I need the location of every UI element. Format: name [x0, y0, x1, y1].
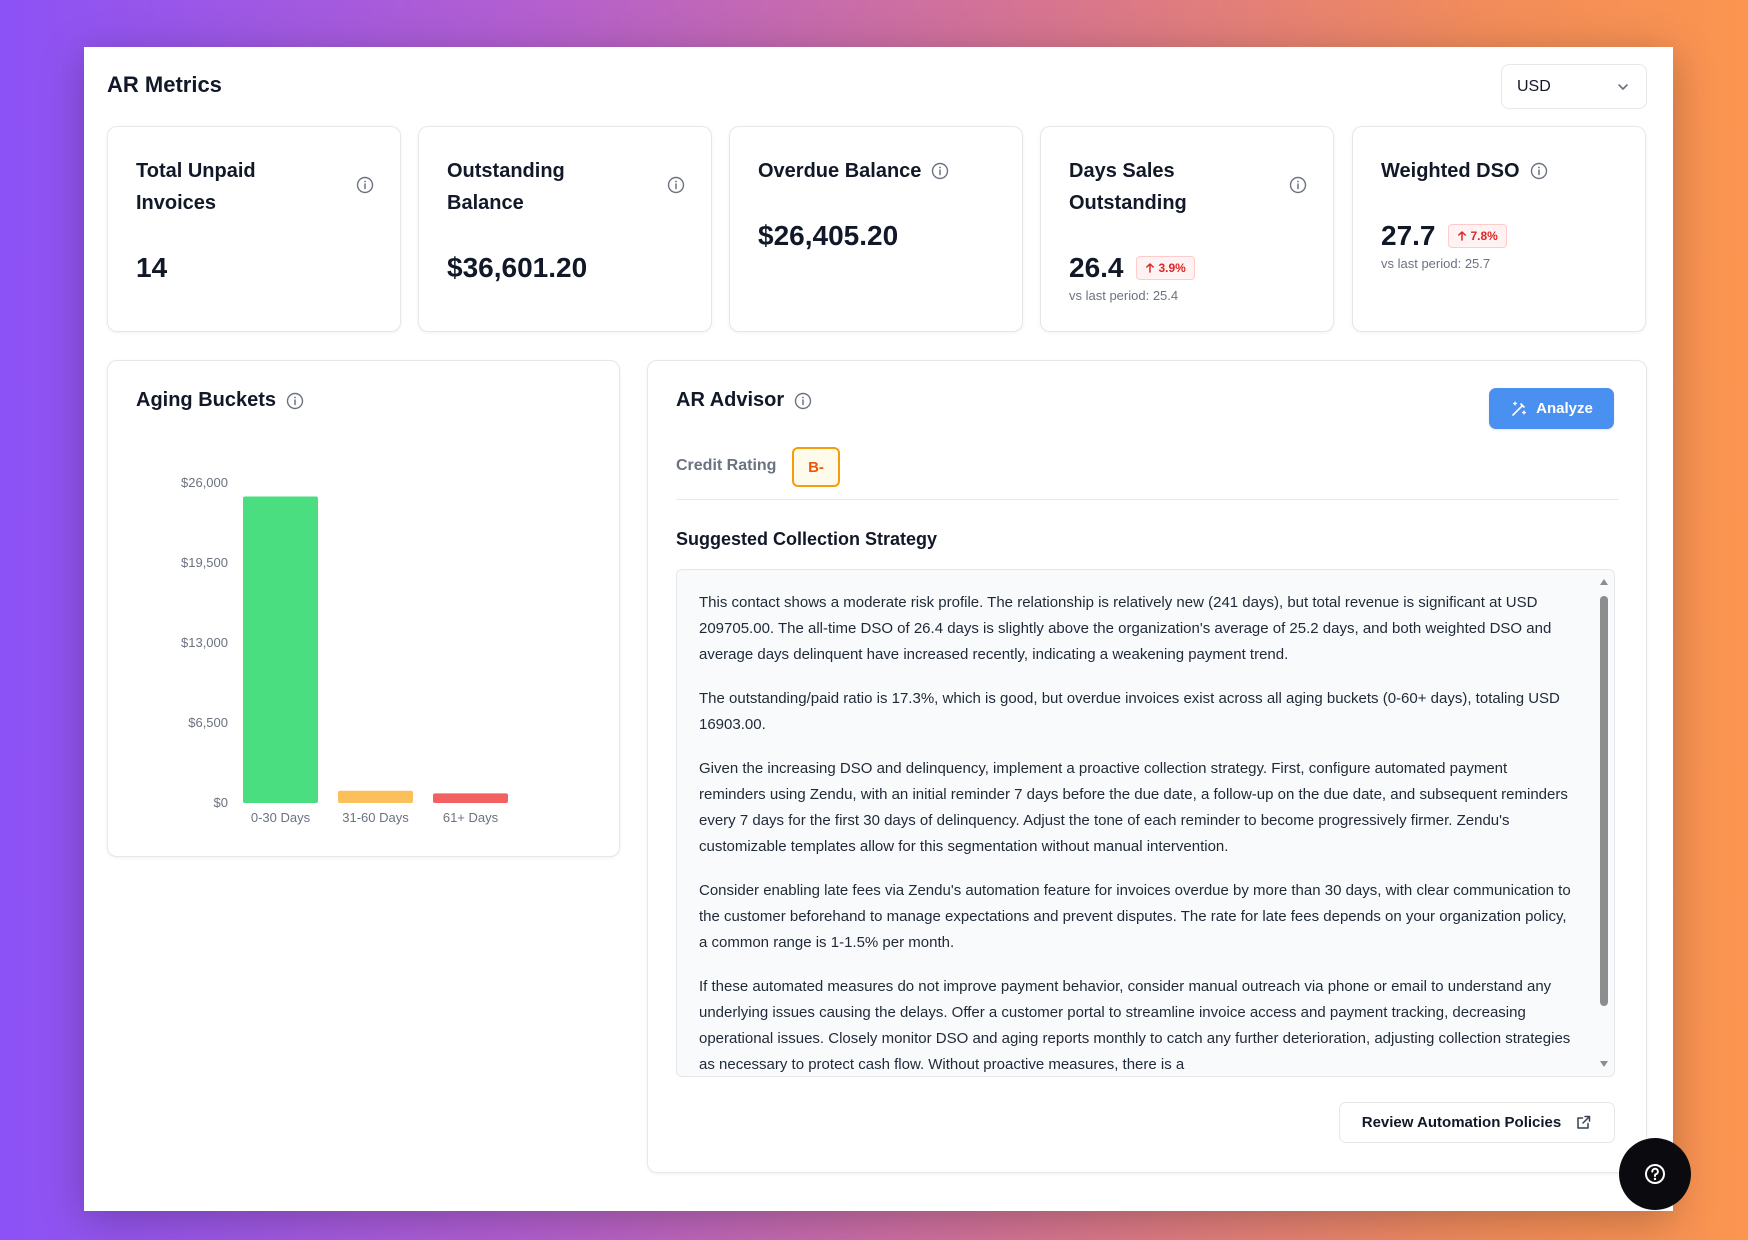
currency-select[interactable]: USD [1501, 64, 1647, 109]
info-icon[interactable] [1289, 176, 1307, 194]
analyze-button[interactable]: Analyze [1489, 388, 1614, 429]
kpi-card-weighted-dso: Weighted DSO 27.7 7.8% vs last period: 2… [1352, 126, 1646, 332]
info-icon[interactable] [667, 176, 685, 194]
kpi-value: 14 [136, 252, 167, 284]
help-button[interactable] [1619, 1138, 1691, 1210]
info-icon[interactable] [286, 392, 304, 410]
kpi-value: $36,601.20 [447, 252, 587, 284]
chevron-down-icon [1618, 83, 1628, 90]
ar-advisor-card: AR Advisor Analyze Credit Rating B- Sugg… [647, 360, 1647, 1173]
y-tick-label: $13,000 [181, 635, 228, 650]
aging-title: Aging Buckets [136, 389, 277, 411]
scrollbar-thumb[interactable] [1600, 596, 1608, 1006]
strategy-text-box[interactable]: This contact shows a moderate risk profi… [676, 569, 1615, 1077]
ar-metrics-window: AR Metrics USD Total Unpaid Invoices 14 … [84, 47, 1673, 1211]
external-link-icon [1577, 1115, 1591, 1129]
advisor-title: AR Advisor [676, 389, 785, 411]
kpi-comparison: vs last period: 25.7 [1381, 256, 1491, 271]
currency-select-value: USD [1517, 77, 1551, 95]
arrow-up-icon [1145, 263, 1154, 273]
delta-badge: 7.8% [1447, 224, 1507, 248]
analyze-label: Analyze [1536, 400, 1593, 417]
info-icon[interactable] [931, 162, 949, 180]
kpi-card-total-unpaid: Total Unpaid Invoices 14 [107, 126, 401, 332]
kpi-title: Weighted DSO [1381, 160, 1520, 182]
kpi-title-row: Overdue Balance [758, 155, 949, 187]
info-icon[interactable] [356, 176, 374, 194]
kpi-value: 27.7 7.8% [1381, 220, 1507, 252]
kpi-card-overdue: Overdue Balance $26,405.20 [729, 126, 1023, 332]
delta-badge: 3.9% [1135, 256, 1195, 280]
x-tick-label: 61+ Days [443, 810, 499, 825]
strategy-paragraph: If these automated measures do not impro… [699, 978, 1571, 1073]
strategy-text: This contact shows a moderate risk profi… [699, 590, 1571, 1076]
kpi-card-dso: Days Sales Outstanding 26.4 3.9% vs last… [1040, 126, 1334, 332]
strategy-paragraph: This contact shows a moderate risk profi… [699, 594, 1552, 663]
divider [676, 499, 1618, 500]
aging-title-row: Aging Buckets [136, 389, 304, 412]
y-tick-label: $19,500 [181, 555, 228, 570]
advisor-title-row: AR Advisor [676, 389, 812, 412]
strategy-paragraph: Given the increasing DSO and delinquency… [699, 760, 1568, 855]
kpi-value-text: 14 [136, 252, 168, 283]
kpi-title: Overdue Balance [758, 160, 922, 182]
kpi-title-row: Weighted DSO [1381, 155, 1548, 187]
kpi-title: Outstanding Balance [447, 160, 565, 214]
delta-value: 7.8% [1470, 229, 1498, 243]
question-circle-icon [1645, 1164, 1665, 1184]
magic-wand-icon [1512, 400, 1527, 416]
aging-bar-chart: $0 $6,500 $13,000 $19,500 $26,000 0-30 Days 31… [181, 475, 508, 825]
kpi-title: Total Unpaid Invoices [136, 160, 256, 214]
credit-rating-badge: B- [792, 447, 840, 487]
x-tick-label: 31-60 Days [342, 810, 409, 825]
kpi-value: $26,405.20 [758, 220, 898, 252]
bar-31-60-days[interactable] [338, 790, 413, 803]
bar-0-30-days[interactable] [243, 496, 318, 803]
kpi-value: 26.4 3.9% [1069, 252, 1195, 284]
kpi-card-outstanding: Outstanding Balance $36,601.20 [418, 126, 712, 332]
strategy-heading: Suggested Collection Strategy [676, 529, 938, 549]
kpi-value-text: 27.7 [1381, 220, 1436, 251]
kpi-comparison: vs last period: 25.4 [1069, 288, 1179, 303]
x-tick-label: 0-30 Days [251, 810, 311, 825]
scroll-down-arrow-icon[interactable] [1600, 1060, 1608, 1068]
review-automation-policies-button[interactable]: Review Automation Policies [1339, 1102, 1615, 1143]
arrow-up-icon [1457, 231, 1466, 241]
y-tick-label: $0 [214, 795, 228, 810]
strategy-paragraph: Consider enabling late fees via Zendu's … [699, 882, 1571, 951]
kpi-value-text: $26,405.20 [758, 220, 899, 251]
page-title: AR Metrics [107, 72, 222, 97]
scroll-up-arrow-icon[interactable] [1600, 578, 1608, 586]
y-tick-label: $6,500 [188, 715, 228, 730]
aging-buckets-card: Aging Buckets $0 $6,500 $13,000 $19,500 $26,… [107, 360, 620, 857]
review-label: Review Automation Policies [1361, 1114, 1562, 1131]
delta-value: 3.9% [1158, 261, 1186, 275]
info-icon[interactable] [794, 392, 812, 410]
kpi-value-text: $36,601.20 [447, 252, 588, 283]
kpi-title: Days Sales Outstanding [1069, 160, 1187, 214]
scrollbar[interactable] [1598, 574, 1610, 1072]
credit-rating-label: Credit Rating [676, 457, 777, 474]
bar-61-days[interactable] [433, 793, 508, 803]
y-tick-label: $26,000 [181, 475, 228, 490]
kpi-value-text: 26.4 [1069, 252, 1124, 283]
strategy-paragraph: The outstanding/paid ratio is 17.3%, whi… [699, 690, 1560, 733]
info-icon[interactable] [1530, 162, 1548, 180]
